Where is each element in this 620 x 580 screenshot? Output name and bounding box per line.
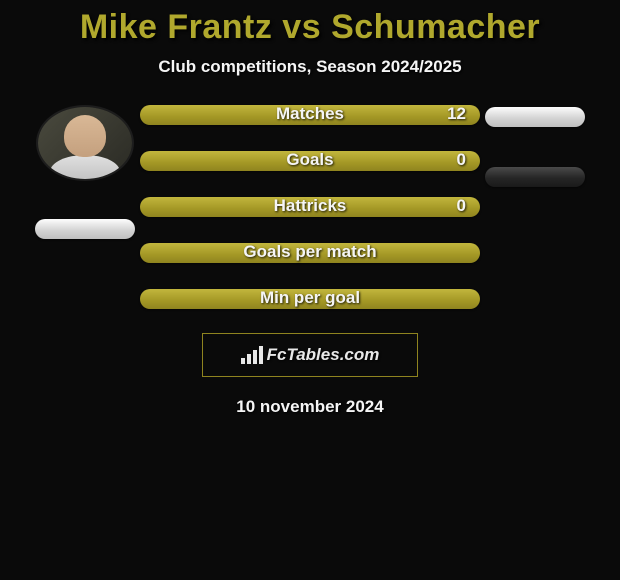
left-player-avatar	[38, 107, 132, 179]
stat-label: Goals	[140, 150, 480, 170]
stat-value: 0	[457, 196, 466, 216]
right-player-pill-top	[485, 107, 585, 127]
brand-text: FcTables.com	[267, 345, 380, 365]
icon-bar	[253, 350, 257, 364]
stat-label: Matches	[140, 104, 480, 124]
icon-bar	[259, 346, 263, 364]
right-player-col	[480, 105, 590, 187]
stat-label: Min per goal	[140, 288, 480, 308]
stat-label: Hattricks	[140, 196, 480, 216]
brand-box: FcTables.com	[202, 333, 418, 377]
icon-bar	[241, 358, 245, 364]
page-subtitle: Club competitions, Season 2024/2025	[0, 57, 620, 77]
bar-chart-icon	[241, 346, 263, 364]
stat-label: Goals per match	[140, 242, 480, 262]
avatar-body-shape	[50, 155, 120, 179]
comparison-container: Mike Frantz vs Schumacher Club competiti…	[0, 0, 620, 417]
stat-value: 12	[447, 104, 466, 124]
stat-value: 0	[457, 150, 466, 170]
stat-bar-min-per-goal: Min per goal	[140, 289, 480, 309]
footer-date: 10 november 2024	[0, 397, 620, 417]
main-row: Matches 12 Goals 0 Hattricks 0 Goals per…	[0, 105, 620, 309]
stats-column: Matches 12 Goals 0 Hattricks 0 Goals per…	[140, 105, 480, 309]
stat-bar-goals-per-match: Goals per match	[140, 243, 480, 263]
right-player-pill-bottom	[485, 167, 585, 187]
left-player-col	[30, 105, 140, 239]
left-player-pill	[35, 219, 135, 239]
icon-bar	[247, 354, 251, 364]
stat-bar-matches: Matches 12	[140, 105, 480, 125]
avatar-head-shape	[64, 115, 106, 157]
stat-bar-hattricks: Hattricks 0	[140, 197, 480, 217]
page-title: Mike Frantz vs Schumacher	[0, 8, 620, 47]
stat-bar-goals: Goals 0	[140, 151, 480, 171]
